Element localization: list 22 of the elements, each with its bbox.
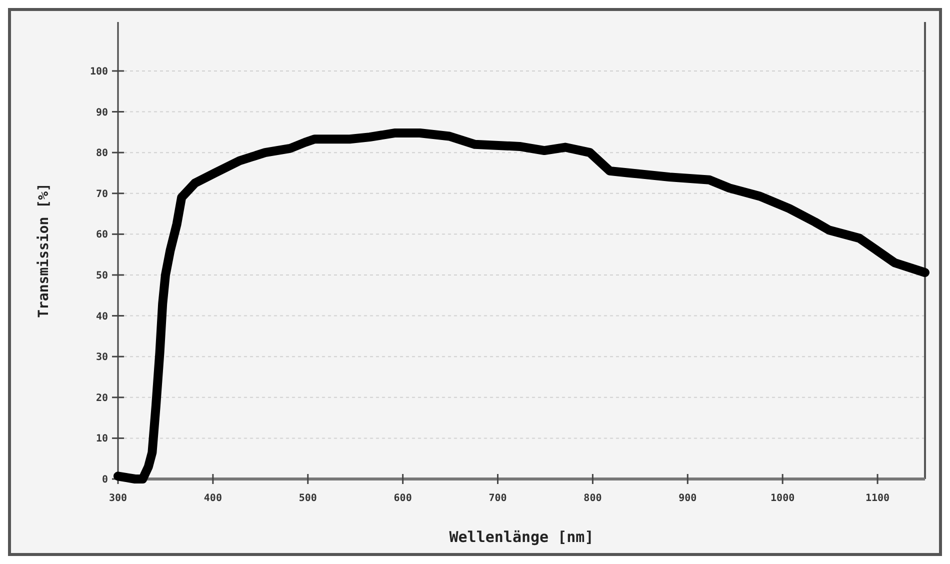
y-tick-label: 0	[102, 474, 108, 486]
x-tick-label: 700	[488, 493, 507, 504]
x-tick-label: 900	[678, 493, 697, 504]
y-tick-label: 100	[90, 66, 108, 78]
y-tick-label: 10	[96, 434, 108, 445]
y-axis-title: Transmission [%]	[36, 183, 52, 318]
x-tick-label: 600	[394, 493, 412, 504]
x-axis-title: Wellenlänge [nm]	[449, 528, 594, 546]
x-tick-label: 1000	[770, 493, 795, 504]
y-tick-label: 60	[96, 230, 108, 241]
x-tick-label: 500	[298, 493, 317, 504]
y-tick-label: 20	[96, 392, 108, 404]
x-tick-label: 1100	[865, 493, 890, 504]
y-tick-label: 30	[96, 352, 108, 364]
x-tick-label: 300	[108, 493, 128, 504]
y-tick-label: 90	[96, 107, 108, 118]
y-tick-label: 40	[96, 311, 108, 322]
y-tick-label: 80	[96, 148, 108, 160]
x-tick-label: 800	[584, 493, 602, 504]
y-tick-label: 50	[96, 270, 108, 282]
x-tick-label: 400	[204, 493, 222, 504]
y-tick-label: 70	[96, 188, 108, 200]
